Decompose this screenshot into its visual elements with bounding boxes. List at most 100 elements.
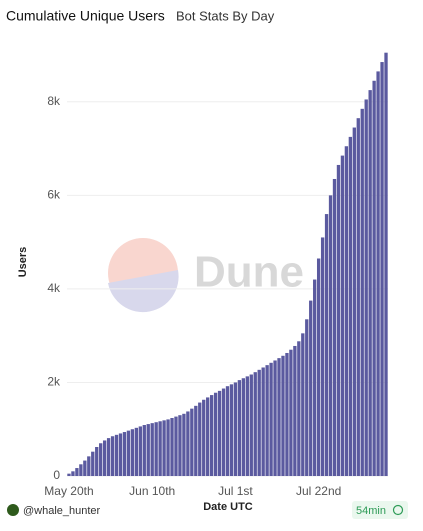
bar <box>79 464 83 476</box>
bar <box>75 468 79 476</box>
bar <box>114 434 119 476</box>
refresh-badge <box>352 501 408 519</box>
bar <box>221 388 226 476</box>
bar <box>281 355 285 476</box>
bar <box>380 62 384 476</box>
bar <box>368 90 372 476</box>
chart-subtitle: Bot Stats By Day <box>176 8 275 23</box>
bar <box>293 345 297 476</box>
bar <box>162 420 166 476</box>
bar <box>225 386 230 476</box>
bar <box>87 456 91 476</box>
bar <box>217 390 222 476</box>
bar <box>237 380 242 476</box>
bar <box>384 52 388 477</box>
bar <box>257 369 261 476</box>
chart-title: Cumulative Unique Users <box>6 8 165 24</box>
watermark-logo <box>108 238 179 313</box>
author[interactable]: @whale_hunter <box>23 505 101 517</box>
bar <box>249 374 253 476</box>
refresh-time: 54min <box>356 505 386 517</box>
bar <box>376 71 380 476</box>
bar <box>150 423 154 476</box>
bar <box>372 80 376 477</box>
x-tick-label: May 20th <box>44 484 93 498</box>
y-tick-label: 4k <box>47 281 61 295</box>
y-tick-label: 6k <box>47 188 61 202</box>
bar <box>182 413 186 476</box>
bar <box>344 146 349 476</box>
bar <box>170 418 174 476</box>
bar <box>245 376 249 476</box>
x-tick-label: Jun 10th <box>129 484 175 498</box>
bar <box>364 99 368 476</box>
bar <box>269 362 273 476</box>
bar <box>174 416 178 476</box>
x-tick-label: Jul 1st <box>218 484 253 498</box>
bar <box>265 365 269 476</box>
bar <box>106 438 111 476</box>
y-tick-label: 8k <box>47 94 61 108</box>
bar <box>309 300 313 476</box>
author-avatar <box>7 504 19 516</box>
bar <box>102 440 107 476</box>
bar <box>209 395 214 476</box>
bar <box>130 429 135 476</box>
bar <box>360 108 364 477</box>
bar <box>67 473 71 476</box>
bar <box>336 164 341 477</box>
bar <box>99 443 103 476</box>
bar <box>316 258 321 476</box>
bar <box>340 155 345 476</box>
bar <box>324 214 329 476</box>
bar <box>301 333 305 476</box>
bar <box>241 378 246 476</box>
bar <box>134 427 139 476</box>
bar <box>194 405 198 476</box>
bar <box>229 384 234 476</box>
bar <box>83 460 87 476</box>
bar <box>202 399 206 476</box>
bar <box>356 118 360 476</box>
bar <box>305 319 309 476</box>
bar <box>285 352 289 476</box>
bar <box>206 397 210 476</box>
bar <box>178 415 182 476</box>
bar <box>138 426 142 476</box>
bar <box>352 127 356 476</box>
bar <box>277 358 281 476</box>
bar <box>328 195 333 476</box>
bar <box>348 136 353 477</box>
bar <box>289 349 293 476</box>
bar <box>186 411 190 476</box>
bar <box>118 433 123 476</box>
bar <box>233 382 238 476</box>
bar <box>253 372 257 476</box>
x-axis-label: Date UTC <box>203 501 253 513</box>
refresh-icon <box>392 504 404 516</box>
bar <box>142 425 146 476</box>
bar <box>332 178 337 476</box>
bar <box>146 424 150 476</box>
bar <box>154 422 158 476</box>
bar <box>110 436 115 476</box>
x-tick-label: Jul 22nd <box>296 484 341 498</box>
bar <box>261 367 265 476</box>
bar <box>71 471 75 476</box>
bar <box>166 419 170 476</box>
bar <box>91 451 95 476</box>
bar <box>297 341 301 476</box>
bar <box>198 402 202 476</box>
bar <box>213 392 218 476</box>
y-tick-label: 0 <box>53 468 60 482</box>
bar <box>122 432 127 476</box>
bar <box>190 408 194 476</box>
bar <box>273 360 277 476</box>
bar <box>158 421 162 476</box>
y-axis-label: Users <box>17 247 29 278</box>
bar <box>313 279 317 476</box>
bar <box>320 237 325 476</box>
bar <box>95 447 99 476</box>
y-tick-label: 2k <box>47 375 61 389</box>
